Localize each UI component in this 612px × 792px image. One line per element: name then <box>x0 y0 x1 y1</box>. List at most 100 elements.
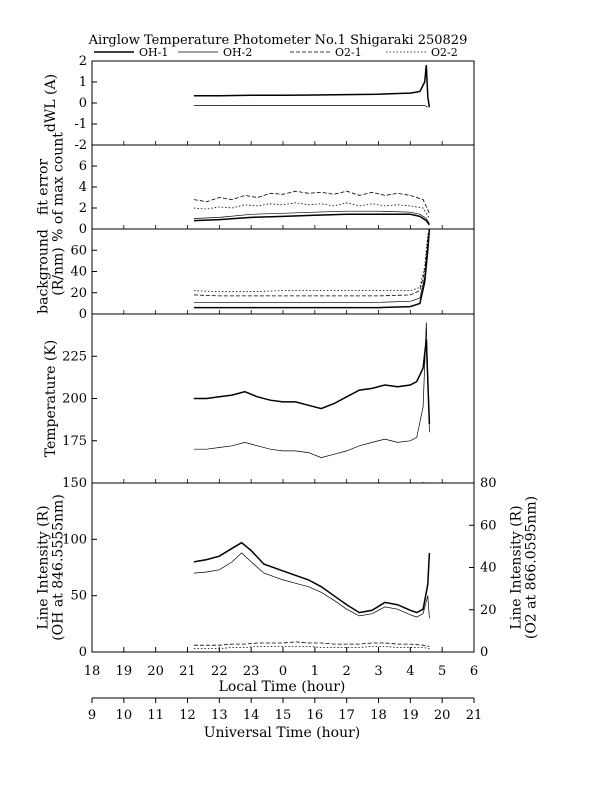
y-tick-label-dwl: 0 <box>79 96 87 111</box>
y-tick-label-fit: 4 <box>79 180 87 195</box>
series-group-int <box>193 482 431 649</box>
right-y-axis-title-int: (O2 at 866.0595nm) <box>524 496 540 639</box>
panel-frame-temp <box>91 313 475 484</box>
y-tick-label-dwl: -2 <box>74 138 87 153</box>
series-line-oh-1-dwl <box>193 65 431 108</box>
y-tick-label-temp: 175 <box>62 434 87 449</box>
y-axis-title-fit: fit error <box>36 159 52 216</box>
chart-title: Airglow Temperature Photometer No.1 Shig… <box>88 33 468 48</box>
y-tick-label-fit: 0 <box>79 222 87 237</box>
time-axes: 18 19 20 21 22 23 0 1 2 3 4 5 69 10 11 12 13 14 15 16 17 18 19… <box>84 141 483 723</box>
y-tick-label-temp: 225 <box>62 349 87 364</box>
y-tick-label-dwl: 2 <box>79 54 87 69</box>
y-axis-title-bg: (R/nm) <box>51 247 67 295</box>
universal-time-tick-label: 11 <box>147 708 164 723</box>
local-time-tick-label: 2 <box>343 664 351 679</box>
local-time-tick-label: 22 <box>211 664 228 679</box>
y-axis-title-bg: background <box>36 229 52 314</box>
local-time-tick-label: 6 <box>470 664 478 679</box>
legend-label-o21: O2-1 <box>335 46 362 59</box>
legend: OH-1 OH-2 O2-1 O2-2 <box>94 46 458 59</box>
y-axis-title-temp: Temperature (K) <box>43 340 59 458</box>
universal-time-tick-label: 10 <box>116 708 133 723</box>
right-y-tick-label-int: 20 <box>480 603 497 618</box>
universal-time-tick-label: 13 <box>211 708 228 723</box>
y-tick-label-bg: 20 <box>70 286 87 301</box>
series-line-oh-1-bg <box>193 228 431 309</box>
series-line-oh-2-bg <box>193 228 430 303</box>
y-tick-label-dwl: 1 <box>79 75 87 90</box>
y-tick-label-temp: 200 <box>62 392 87 407</box>
series-line-o2-2-int <box>193 646 430 649</box>
series-line-oh-1-fit <box>193 213 431 226</box>
local-time-tick-label: 21 <box>179 664 196 679</box>
universal-time-tick-label: 9 <box>88 708 96 723</box>
panel-dwl: 2 1 0 -1 -2 dWL (A) <box>43 54 475 153</box>
local-time-tick-label: 19 <box>116 664 133 679</box>
universal-time-tick-label: 15 <box>275 708 292 723</box>
series-line-o2-flag-int <box>193 482 430 484</box>
right-y-tick-label-int: 60 <box>480 518 497 533</box>
local-time-tick-label: 20 <box>147 664 164 679</box>
y-tick-label-int: 100 <box>62 532 87 547</box>
series-line-oh-2-int <box>193 552 430 619</box>
y-axis-title-int: Line Intensity (R) <box>36 505 52 629</box>
universal-time-tick-label: 20 <box>434 708 451 723</box>
universal-time-tick-label: 12 <box>179 708 196 723</box>
series-line-oh-2-dwl <box>193 105 428 108</box>
panel-frame-int <box>91 482 475 653</box>
series-line-o2-1-bg <box>193 228 430 297</box>
y-axis-title-dwl: dWL (A) <box>43 74 59 132</box>
universal-time-tick-label: 19 <box>402 708 419 723</box>
panel-bg: 0 20 40 60 background (R/nm) <box>36 228 475 322</box>
series-group-bg <box>193 228 431 309</box>
local-time-tick-label: 3 <box>374 664 382 679</box>
local-time-tick-label: 1 <box>311 664 319 679</box>
local-time-tick-label: 18 <box>84 664 101 679</box>
local-time-axis-title: Local Time (hour) <box>219 679 346 695</box>
panel-fit: 0 2 4 6 fit error% of max count <box>36 132 475 242</box>
panels: 2 1 0 -1 -2 dWL (A) 0 2 4 6 fit error% of max coun… <box>36 54 540 660</box>
series-line-oh-2-temp <box>193 322 430 458</box>
right-y-axis-title-int: Line Intensity (R) <box>509 505 525 629</box>
panel-frame-dwl <box>91 60 475 146</box>
local-time-tick-label: 5 <box>438 664 446 679</box>
local-time-tick-label: 0 <box>279 664 287 679</box>
y-tick-label-fit: 2 <box>79 201 87 216</box>
local-time-tick-label: 23 <box>243 664 260 679</box>
legend-label-o22: O2-2 <box>431 46 458 59</box>
y-axis-title-fit: % of max count <box>51 132 67 242</box>
local-time-tick-label: 4 <box>406 664 414 679</box>
y-tick-label-int: 50 <box>70 589 87 604</box>
y-tick-label-bg: 0 <box>79 307 87 322</box>
y-axis-title-int: (OH at 846.5555nm) <box>51 494 67 641</box>
universal-time-tick-label: 21 <box>466 708 483 723</box>
series-line-o2-2-bg <box>193 228 430 293</box>
y-tick-label-fit: 6 <box>79 159 87 174</box>
right-y-tick-label-int: 80 <box>480 476 497 491</box>
series-group-temp <box>193 322 431 458</box>
right-y-tick-label-int: 0 <box>480 645 488 660</box>
series-line-o2-1-int <box>193 641 430 647</box>
y-tick-label-int: 150 <box>62 476 87 491</box>
series-line-o2-2-fit <box>193 202 430 219</box>
universal-time-axis-title: Universal Time (hour) <box>204 725 361 741</box>
series-line-oh-1-int <box>193 541 431 614</box>
y-tick-label-dwl: -1 <box>74 117 87 132</box>
panel-frame-bg <box>91 228 475 315</box>
y-tick-label-bg: 40 <box>70 265 87 280</box>
series-line-oh-2-fit <box>193 210 430 224</box>
series-line-oh-1-temp <box>193 339 431 424</box>
legend-label-oh1: OH-1 <box>139 46 168 59</box>
y-tick-label-bg: 60 <box>70 243 87 258</box>
universal-time-tick-label: 16 <box>307 708 324 723</box>
series-group-fit <box>193 190 431 226</box>
series-group-dwl <box>193 65 431 108</box>
universal-time-tick-label: 14 <box>243 708 260 723</box>
legend-label-oh2: OH-2 <box>223 46 252 59</box>
universal-time-tick-label: 18 <box>370 708 387 723</box>
y-tick-label-int: 0 <box>79 645 87 660</box>
